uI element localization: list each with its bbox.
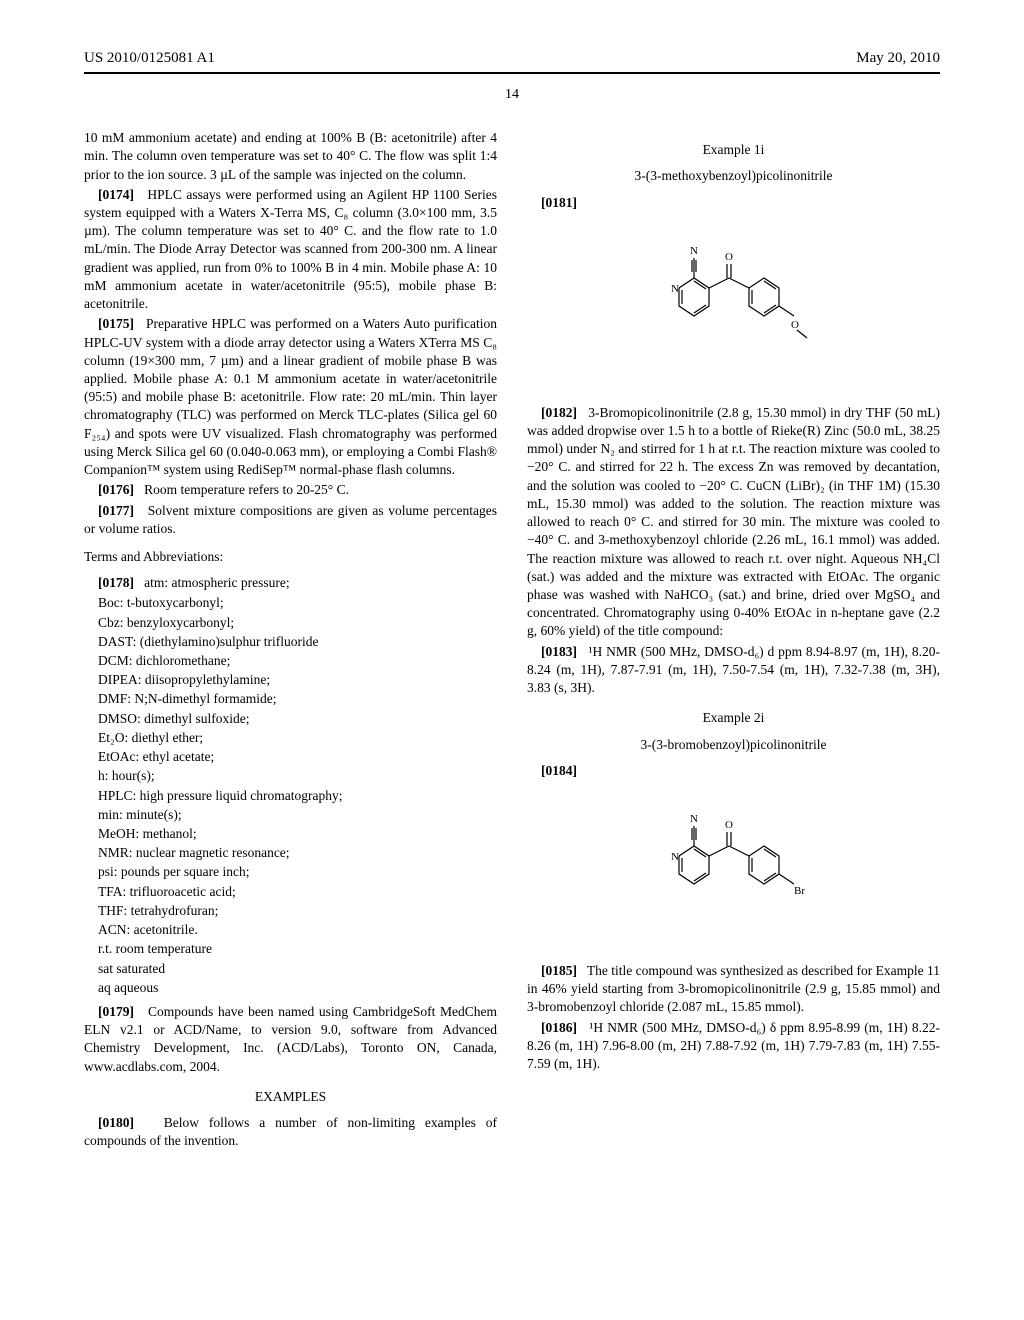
- term-item: THF: tetrahydrofuran;: [98, 902, 497, 920]
- para-0185: [0185] The title compound was synthesize…: [527, 962, 940, 1017]
- para-0181: [0181]: [527, 194, 940, 212]
- term-item: sat saturated: [98, 960, 497, 978]
- svg-text:N: N: [690, 813, 698, 825]
- para-ref: [0185]: [541, 963, 577, 978]
- svg-text:O: O: [791, 319, 799, 331]
- doc-date: May 20, 2010: [856, 48, 940, 68]
- para-0178: [0178] atm: atmospheric pressure;: [84, 574, 497, 592]
- compound-name: 3-(3-bromobenzoyl)picolinonitrile: [527, 736, 940, 754]
- para-ref: [0176]: [98, 482, 134, 497]
- page-number: 14: [84, 86, 940, 105]
- page-header: US 2010/0125081 A1 May 20, 2010: [84, 48, 940, 68]
- term-item: h: hour(s);: [98, 767, 497, 785]
- svg-text:O: O: [725, 251, 733, 263]
- para-ref: [0183]: [541, 644, 577, 659]
- para-ref: [0184]: [541, 763, 577, 778]
- example-heading: Example 1i: [527, 141, 940, 159]
- para-0186: [0186] ¹H NMR (500 MHz, DMSO-d₆) δ ppm 8…: [527, 1019, 940, 1074]
- term-item: DAST: (diethylamino)sulphur trifluoride: [98, 633, 497, 651]
- para-text: ¹H NMR (500 MHz, DMSO-d₆) d ppm 8.94-8.9…: [527, 644, 940, 695]
- term-item: min: minute(s);: [98, 806, 497, 824]
- header-rule: [84, 72, 940, 74]
- term-item: EtOAc: ethyl acetate;: [98, 748, 497, 766]
- molecule-svg-icon: N N O Br: [649, 796, 819, 946]
- chemical-structure-1: N N O: [527, 228, 940, 388]
- chemical-structure-2: N N O Br: [527, 796, 940, 946]
- para-0174: [0174] HPLC assays were performed using …: [84, 186, 497, 314]
- para-text: Solvent mixture compositions are given a…: [84, 503, 497, 536]
- molecule-svg-icon: N N O: [649, 228, 819, 388]
- right-column: Example 1i 3-(3-methoxybenzoyl)picolinon…: [527, 129, 940, 1152]
- term-item: atm: atmospheric pressure;: [144, 575, 289, 590]
- para-ref: [0179]: [98, 1004, 134, 1019]
- para-text: Below follows a number of non-limiting e…: [84, 1115, 497, 1148]
- para-ref: [0177]: [98, 503, 134, 518]
- para-text: Preparative HPLC was performed on a Wate…: [84, 316, 497, 477]
- term-item: DCM: dichloromethane;: [98, 652, 497, 670]
- terms-header: Terms and Abbreviations:: [84, 548, 497, 566]
- term-item: NMR: nuclear magnetic resonance;: [98, 844, 497, 862]
- svg-text:O: O: [725, 819, 733, 831]
- para-ref: [0175]: [98, 316, 134, 331]
- term-item: Cbz: benzyloxycarbonyl;: [98, 614, 497, 632]
- term-item: MeOH: methanol;: [98, 825, 497, 843]
- continuation-para: 10 mM ammonium acetate) and ending at 10…: [84, 129, 497, 184]
- para-0175: [0175] Preparative HPLC was performed on…: [84, 315, 497, 479]
- term-item: r.t. room temperature: [98, 940, 497, 958]
- term-item: DIPEA: diisopropylethylamine;: [98, 671, 497, 689]
- para-ref: [0178]: [98, 575, 134, 590]
- svg-text:N: N: [671, 283, 679, 295]
- term-item: psi: pounds per square inch;: [98, 863, 497, 881]
- svg-text:N: N: [671, 851, 679, 863]
- para-text: Room temperature refers to 20-25° C.: [144, 482, 349, 497]
- compound-name: 3-(3-methoxybenzoyl)picolinonitrile: [527, 167, 940, 185]
- term-item: ACN: acetonitrile.: [98, 921, 497, 939]
- term-item: HPLC: high pressure liquid chromatograph…: [98, 787, 497, 805]
- para-text: HPLC assays were performed using an Agil…: [84, 187, 497, 311]
- svg-text:N: N: [690, 245, 698, 257]
- term-item: DMF: N;N-dimethyl formamide;: [98, 690, 497, 708]
- para-ref: [0182]: [541, 405, 577, 420]
- para-ref: [0180]: [98, 1115, 134, 1130]
- term-item: Boc: t-butoxycarbonyl;: [98, 594, 497, 612]
- para-text: Compounds have been named using Cambridg…: [84, 1004, 497, 1074]
- svg-text:Br: Br: [794, 885, 805, 897]
- para-0176: [0176] Room temperature refers to 20-25°…: [84, 481, 497, 499]
- para-0180: [0180] Below follows a number of non-lim…: [84, 1114, 497, 1150]
- terms-list: Boc: t-butoxycarbonyl; Cbz: benzyloxycar…: [84, 594, 497, 997]
- content-columns: 10 mM ammonium acetate) and ending at 10…: [84, 129, 940, 1152]
- term-item: aq aqueous: [98, 979, 497, 997]
- para-text: 3-Bromopicolinonitrile (2.8 g, 15.30 mmo…: [527, 405, 940, 639]
- example-heading: Example 2i: [527, 709, 940, 727]
- para-0183: [0183] ¹H NMR (500 MHz, DMSO-d₆) d ppm 8…: [527, 643, 940, 698]
- para-text: ¹H NMR (500 MHz, DMSO-d₆) δ ppm 8.95-8.9…: [527, 1020, 940, 1071]
- para-ref: [0174]: [98, 187, 134, 202]
- doc-id: US 2010/0125081 A1: [84, 48, 215, 68]
- para-ref: [0181]: [541, 195, 577, 210]
- term-item: Et₂O: diethyl ether;: [98, 729, 497, 747]
- left-column: 10 mM ammonium acetate) and ending at 10…: [84, 129, 497, 1152]
- term-item: TFA: trifluoroacetic acid;: [98, 883, 497, 901]
- para-text: The title compound was synthesized as de…: [527, 963, 940, 1014]
- para-0182: [0182] 3-Bromopicolinonitrile (2.8 g, 15…: [527, 404, 940, 641]
- term-item: DMSO: dimethyl sulfoxide;: [98, 710, 497, 728]
- examples-heading: EXAMPLES: [84, 1088, 497, 1106]
- para-0184: [0184]: [527, 762, 940, 780]
- para-ref: [0186]: [541, 1020, 577, 1035]
- para-0177: [0177] Solvent mixture compositions are …: [84, 502, 497, 538]
- para-0179: [0179] Compounds have been named using C…: [84, 1003, 497, 1076]
